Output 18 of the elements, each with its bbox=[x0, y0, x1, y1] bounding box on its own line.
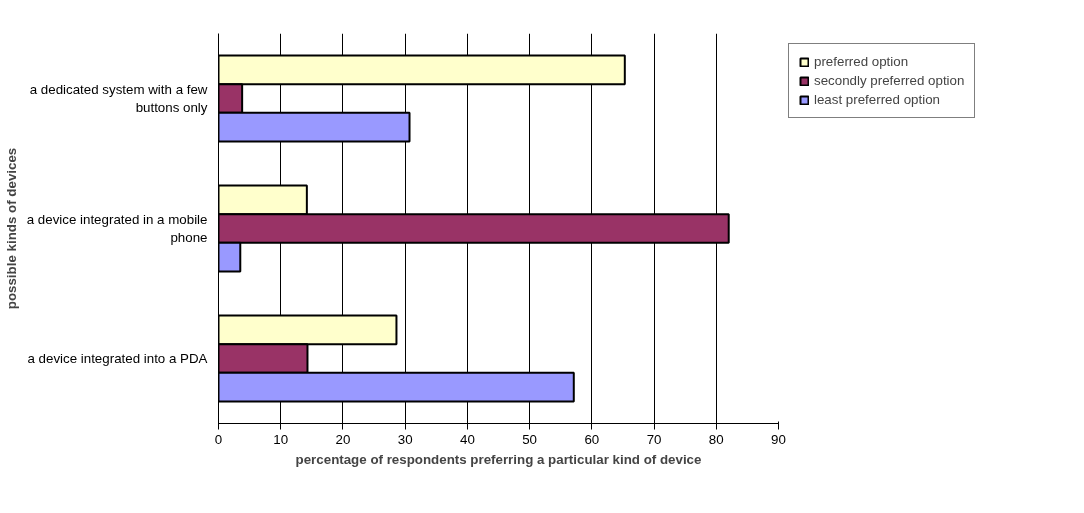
x-tick-label: 0 bbox=[214, 431, 223, 447]
x-axis-title: percentage of respondents preferring a particular kind of device bbox=[295, 451, 702, 467]
x-tick-label: 90 bbox=[771, 431, 786, 447]
x-tick-label: 40 bbox=[459, 431, 475, 447]
y-tick-label: a device integrated into a PDA bbox=[27, 351, 208, 366]
x-tick-label: 30 bbox=[397, 431, 413, 447]
y-tick-label: a dedicated system with a few buttons only bbox=[29, 82, 208, 115]
legend-label: secondly preferred option bbox=[814, 73, 965, 88]
y-axis-title: possible kinds of devices bbox=[3, 147, 19, 310]
x-tick-label: 80 bbox=[708, 431, 724, 447]
x-tick-label: 70 bbox=[646, 431, 662, 447]
x-tick-label: 50 bbox=[522, 431, 538, 447]
y-tick-label: a device integrated in a mobile phone bbox=[26, 212, 208, 245]
legend-label: preferred option bbox=[814, 54, 909, 69]
legend-label: least preferred option bbox=[814, 92, 940, 107]
x-tick-label: 10 bbox=[273, 431, 289, 447]
x-tick-label: 60 bbox=[584, 431, 600, 447]
x-tick-label: 20 bbox=[335, 431, 351, 447]
